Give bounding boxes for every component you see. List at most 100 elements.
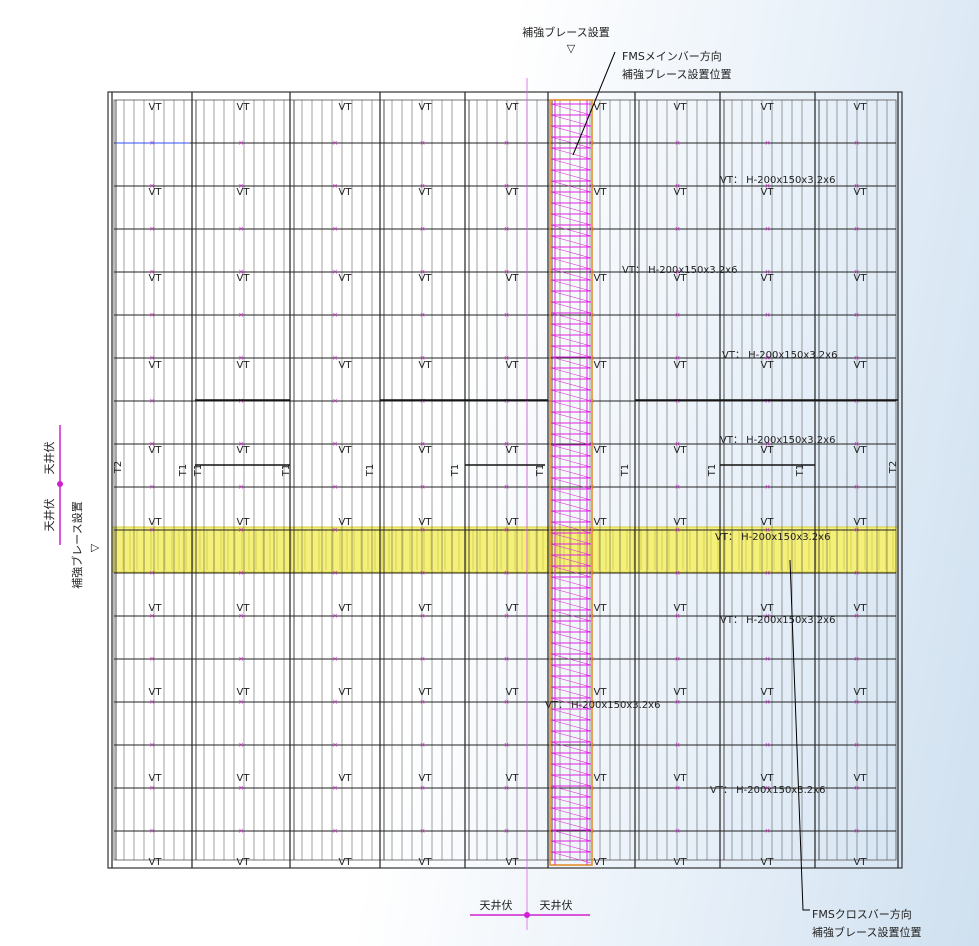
node-mark: × (420, 827, 426, 835)
node-mark: × (675, 182, 681, 190)
node-mark: × (420, 526, 426, 534)
spec-label: VT： H-200x150x3.2x6 (715, 532, 830, 543)
member-label: VT (506, 273, 520, 284)
brace (550, 576, 592, 589)
brace (550, 620, 592, 633)
node-mark: × (332, 827, 338, 835)
node-mark: × (420, 354, 426, 362)
node-mark: × (504, 311, 510, 319)
member-label: VT (761, 857, 775, 868)
brace (550, 807, 592, 820)
node-mark: × (238, 827, 244, 835)
member-label: VT (339, 445, 353, 456)
node-mark: × (420, 182, 426, 190)
node-mark: × (332, 698, 338, 706)
brace (550, 818, 592, 831)
t1-label: T1 (178, 464, 189, 477)
brace (550, 499, 592, 512)
node-mark: × (149, 182, 155, 190)
member-label: VT (761, 773, 775, 784)
node-mark: × (675, 397, 681, 405)
member-label: VT (339, 603, 353, 614)
section-mark: 天井伏 (42, 499, 56, 532)
member-label: VT (761, 517, 775, 528)
member-label: VT (674, 445, 688, 456)
spec-label: VT： H-200x150x3.2x6 (720, 615, 835, 626)
node-mark: × (504, 268, 510, 276)
node-mark: × (420, 440, 426, 448)
brace (550, 411, 592, 424)
brace (550, 642, 592, 655)
member-label: VT (237, 445, 251, 456)
top-marker: ▽ (567, 42, 576, 55)
node-mark: × (765, 440, 771, 448)
member-label: VT (237, 603, 251, 614)
member-label: VT (237, 857, 251, 868)
member-label: VT (854, 445, 868, 456)
brace (550, 477, 592, 490)
member-label: VT (594, 445, 608, 456)
brace (550, 213, 592, 226)
brace (550, 631, 592, 644)
brace (550, 257, 592, 270)
member-label: VT (419, 102, 433, 113)
node-mark: × (149, 698, 155, 706)
member-label: VT (149, 273, 163, 284)
member-label: VT (854, 773, 868, 784)
node-mark: × (675, 827, 681, 835)
brace (550, 334, 592, 347)
node-mark: × (332, 397, 338, 405)
node-mark: × (854, 268, 860, 276)
brace (550, 444, 592, 457)
node-mark: × (675, 784, 681, 792)
brace (550, 840, 592, 853)
member-label: VT (149, 857, 163, 868)
node-mark: × (765, 268, 771, 276)
member-label: VT (594, 773, 608, 784)
member-label: VT (854, 517, 868, 528)
node-mark: × (332, 784, 338, 792)
node-mark: × (854, 311, 860, 319)
node-mark: × (504, 698, 510, 706)
section-mark: 天井伏 (480, 898, 513, 912)
member-label: VT (506, 187, 520, 198)
node-mark: × (675, 741, 681, 749)
node-mark: × (854, 827, 860, 835)
node-mark: × (332, 139, 338, 147)
member-label: VT (339, 187, 353, 198)
main-bar-note: FMSメインバー方向 (622, 49, 722, 63)
node-mark: × (765, 311, 771, 319)
brace (550, 741, 592, 754)
brace (550, 136, 592, 149)
node-mark: × (332, 440, 338, 448)
member-label: VT (854, 603, 868, 614)
node-mark: × (332, 182, 338, 190)
member-label: VT (419, 273, 433, 284)
brace (550, 554, 592, 567)
node-mark: × (765, 182, 771, 190)
node-mark: × (504, 397, 510, 405)
spec-label: VT： H-200x150x3.2x6 (720, 175, 835, 186)
t1-label: T1 (281, 464, 292, 477)
member-label: VT (149, 360, 163, 371)
member-label: VT (854, 857, 868, 868)
node-mark: × (238, 784, 244, 792)
node-mark: × (332, 268, 338, 276)
member-label: VT (237, 687, 251, 698)
member-label: VT (674, 273, 688, 284)
brace (550, 851, 592, 864)
brace (550, 521, 592, 534)
member-label: VT (506, 603, 520, 614)
brace (550, 169, 592, 182)
node-mark: × (149, 440, 155, 448)
member-label: VT (594, 187, 608, 198)
brace (550, 103, 592, 116)
edge-label: T2 (888, 461, 899, 474)
t1-label: T1 (365, 464, 376, 477)
brace (550, 290, 592, 303)
member-label: VT (419, 445, 433, 456)
node-mark: × (765, 354, 771, 362)
node-mark: × (854, 612, 860, 620)
member-label: VT (674, 102, 688, 113)
